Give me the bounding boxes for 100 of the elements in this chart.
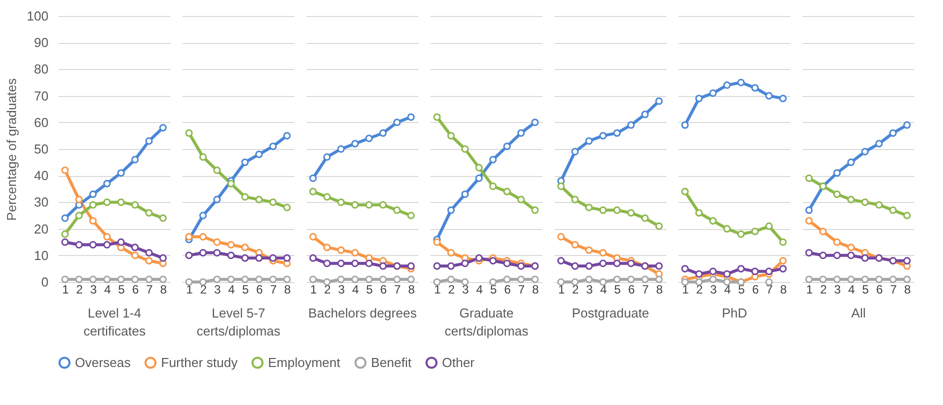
legend-label: Overseas xyxy=(75,354,132,370)
point xyxy=(227,180,235,188)
point xyxy=(889,206,897,214)
x-tick-label: 4 xyxy=(600,282,608,296)
point xyxy=(159,276,167,284)
point xyxy=(365,276,373,284)
point xyxy=(641,276,649,284)
point xyxy=(681,278,689,286)
point xyxy=(709,89,717,97)
point xyxy=(75,196,83,204)
point xyxy=(61,238,69,246)
point xyxy=(599,248,607,256)
point xyxy=(269,254,277,262)
x-tick-label: 5 xyxy=(738,282,746,296)
point xyxy=(61,166,69,174)
y-tick-label: 30 xyxy=(34,194,48,210)
point xyxy=(805,248,813,256)
point xyxy=(765,222,773,230)
point xyxy=(599,206,607,214)
point xyxy=(557,256,565,264)
legend-label: Further study xyxy=(161,354,238,370)
point xyxy=(199,153,207,161)
x-tick-label: 1 xyxy=(186,282,194,296)
point xyxy=(213,238,221,246)
point xyxy=(875,140,883,148)
point xyxy=(269,142,277,150)
point xyxy=(117,198,125,206)
point xyxy=(433,238,441,246)
point xyxy=(627,260,635,268)
point xyxy=(323,153,331,161)
point xyxy=(337,260,345,268)
point xyxy=(185,278,193,286)
point xyxy=(779,238,787,246)
point xyxy=(407,113,415,121)
point xyxy=(75,241,83,249)
y-tick-label: 60 xyxy=(34,114,48,130)
point xyxy=(89,276,97,284)
point xyxy=(655,222,663,230)
point xyxy=(765,268,773,276)
point xyxy=(751,268,759,276)
point xyxy=(557,278,565,286)
point xyxy=(709,276,717,284)
point xyxy=(489,256,497,264)
point xyxy=(585,246,593,254)
point xyxy=(613,276,621,284)
point xyxy=(765,92,773,100)
point xyxy=(779,94,787,102)
point xyxy=(475,164,483,172)
point xyxy=(503,188,511,196)
point xyxy=(751,84,759,92)
y-tick-label: 70 xyxy=(34,88,48,104)
point xyxy=(227,276,235,284)
point xyxy=(641,214,649,222)
point xyxy=(641,110,649,118)
x-tick-label: 5 xyxy=(614,282,622,296)
point xyxy=(337,276,345,284)
point xyxy=(337,198,345,206)
point xyxy=(503,260,511,268)
point xyxy=(903,121,911,129)
point xyxy=(407,212,415,220)
x-tick-label: 7 xyxy=(270,282,278,296)
point xyxy=(599,132,607,140)
point xyxy=(475,254,483,262)
point xyxy=(351,260,359,268)
x-tick-label: 8 xyxy=(904,282,912,296)
x-tick-label: 5 xyxy=(242,282,250,296)
point xyxy=(145,256,153,264)
point xyxy=(309,276,317,284)
point xyxy=(213,166,221,174)
point xyxy=(585,276,593,284)
point xyxy=(61,214,69,222)
point xyxy=(461,145,469,153)
x-tick-label: 5 xyxy=(366,282,374,296)
point xyxy=(351,248,359,256)
point xyxy=(517,196,525,204)
point xyxy=(255,196,263,204)
point xyxy=(213,196,221,204)
y-tick-label: 80 xyxy=(34,62,48,77)
point xyxy=(709,268,717,276)
point xyxy=(131,156,139,164)
point xyxy=(475,174,483,182)
point xyxy=(709,217,717,225)
point xyxy=(779,264,787,272)
point xyxy=(241,276,249,284)
point xyxy=(613,260,621,268)
point xyxy=(309,174,317,182)
x-tick-label: 1 xyxy=(558,282,566,296)
point xyxy=(517,262,525,270)
point xyxy=(145,209,153,217)
point xyxy=(103,233,111,241)
point xyxy=(531,276,539,284)
x-tick-label: 6 xyxy=(628,282,636,296)
point xyxy=(655,276,663,284)
point xyxy=(447,206,455,214)
point xyxy=(269,276,277,284)
point xyxy=(241,158,249,166)
point xyxy=(213,248,221,256)
point xyxy=(379,276,387,284)
y-tick-label: 50 xyxy=(34,142,48,156)
point xyxy=(255,150,263,158)
